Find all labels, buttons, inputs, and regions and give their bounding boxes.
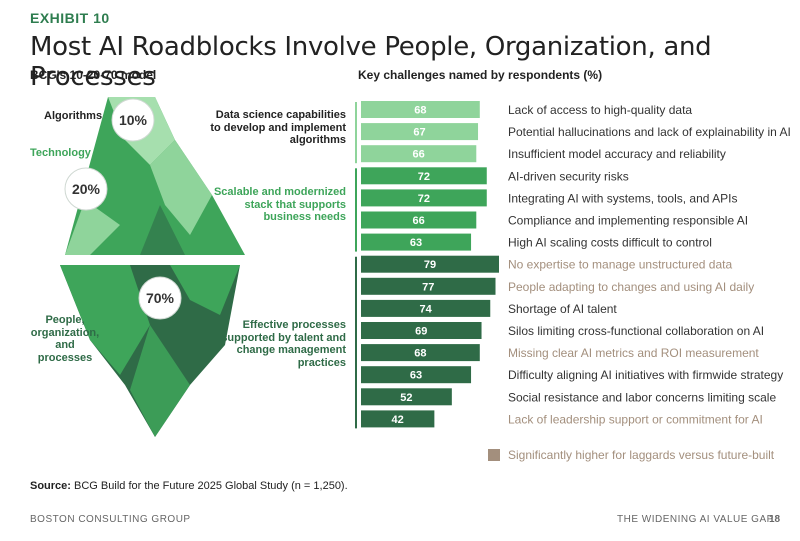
bar xyxy=(361,167,487,185)
technology-label: Technology xyxy=(30,147,91,159)
category-label: People adapting to changes and using AI … xyxy=(508,280,754,294)
bar-value-label: 66 xyxy=(413,149,425,161)
source-note: Source: BCG Build for the Future 2025 Gl… xyxy=(30,480,348,492)
iceberg-illustration xyxy=(60,97,245,437)
bar-value-label: 79 xyxy=(424,259,436,271)
bar-value-label: 66 xyxy=(413,215,425,227)
exhibit-label: EXHIBIT 10 xyxy=(30,10,110,26)
bar xyxy=(361,322,482,339)
category-label: Lack of access to high-quality data xyxy=(508,103,692,117)
bar-value-label: 63 xyxy=(410,237,422,249)
bar-value-label: 63 xyxy=(410,370,422,382)
category-label: Potential hallucinations and lack of exp… xyxy=(508,125,791,139)
bar xyxy=(361,233,472,251)
bar xyxy=(361,344,480,362)
category-label: AI-driven security risks xyxy=(508,169,629,183)
page-number: 18 xyxy=(769,514,781,525)
footer-brand: BOSTON CONSULTING GROUP xyxy=(30,514,191,525)
category-label: No expertise to manage unstructured data xyxy=(508,258,732,272)
category-label: Difficulty aligning AI initiatives with … xyxy=(508,368,783,382)
iceberg-facet xyxy=(170,265,240,315)
technology-pct: 20% xyxy=(71,181,101,197)
page-title: Most AI Roadblocks Involve People, Organ… xyxy=(30,32,712,92)
bar-value-label: 68 xyxy=(414,105,426,117)
iceberg-facet xyxy=(65,200,120,255)
algorithms-pct: 10% xyxy=(118,112,148,128)
group-label-technology: Scalable and modernized stack that suppo… xyxy=(213,186,346,223)
bar-value-label: 72 xyxy=(418,171,430,183)
bar xyxy=(361,145,477,163)
bar xyxy=(361,277,496,295)
iceberg-facet xyxy=(150,140,212,235)
iceberg-facet xyxy=(60,265,150,375)
category-label: Social resistance and labor concerns lim… xyxy=(508,390,776,404)
category-label: Missing clear AI metrics and ROI measure… xyxy=(508,346,759,360)
iceberg-facet xyxy=(130,325,190,437)
right-subtitle: Key challenges named by respondents (%) xyxy=(358,68,603,82)
bar-value-label: 77 xyxy=(422,281,434,293)
bar-value-label: 68 xyxy=(414,348,426,360)
bar xyxy=(361,189,487,207)
bar xyxy=(361,299,491,317)
category-label: Lack of leadership support or commitment… xyxy=(508,412,763,426)
group-label-algorithms: Data science capabilities to develop and… xyxy=(210,109,346,146)
bar xyxy=(361,410,435,428)
people-pct: 70% xyxy=(145,290,175,306)
bar xyxy=(361,366,472,384)
bar xyxy=(361,123,479,141)
pct-circle xyxy=(111,98,155,142)
pct-circle xyxy=(64,167,108,211)
bar-value-label: 52 xyxy=(400,392,412,404)
bar xyxy=(361,211,477,229)
legend-text: Significantly higher for laggards versus… xyxy=(508,448,775,462)
category-label: Integrating AI with systems, tools, and … xyxy=(508,191,737,205)
category-label: Shortage of AI talent xyxy=(508,302,617,316)
group-label-people: Effective processes supported by talent … xyxy=(221,319,346,369)
bar xyxy=(361,255,499,273)
bar-value-label: 69 xyxy=(415,326,427,338)
category-label: Silos limiting cross-functional collabor… xyxy=(508,324,764,338)
source-text: BCG Build for the Future 2025 Global Stu… xyxy=(74,480,348,492)
source-label: Source: xyxy=(30,480,71,492)
footer-report-title: THE WIDENING AI VALUE GAP xyxy=(617,514,774,525)
category-label: High AI scaling costs difficult to contr… xyxy=(508,236,712,250)
algorithms-label: Algorithms xyxy=(44,110,103,122)
category-label: Insufficient model accuracy and reliabil… xyxy=(508,147,726,161)
bar xyxy=(361,388,452,406)
left-subtitle: BCG's 10-20-70 model xyxy=(30,68,157,82)
people-label: People, organization, and processes xyxy=(30,314,100,364)
iceberg-shadow xyxy=(140,205,185,255)
bar xyxy=(361,101,480,118)
bar-value-label: 67 xyxy=(413,127,425,139)
legend-swatch xyxy=(488,449,500,461)
category-label: Compliance and implementing responsible … xyxy=(508,214,748,228)
pct-circle xyxy=(138,276,182,320)
bar-value-label: 42 xyxy=(392,414,404,426)
bar-value-label: 72 xyxy=(418,193,430,205)
bar-value-label: 74 xyxy=(420,303,433,315)
